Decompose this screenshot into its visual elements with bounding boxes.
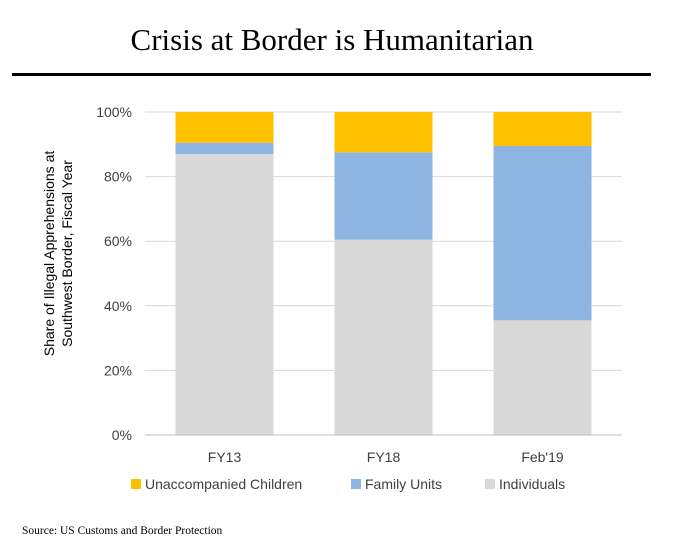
bar-segment-family-units bbox=[175, 142, 274, 154]
y-tick-label: 20% bbox=[104, 362, 132, 378]
legend-swatch bbox=[351, 479, 361, 489]
legend-swatch bbox=[485, 479, 495, 489]
y-axis-label: Share of Illegal Apprehensions at bbox=[41, 151, 57, 357]
x-tick-label: FY13 bbox=[208, 449, 242, 465]
bar-segment-individuals bbox=[334, 239, 433, 435]
bar-segment-unaccompanied-children bbox=[334, 112, 433, 153]
title-divider bbox=[12, 73, 651, 76]
legend-label: Unaccompanied Children bbox=[145, 476, 302, 492]
bar-segment-unaccompanied-children bbox=[175, 112, 274, 143]
y-tick-label: 0% bbox=[112, 427, 132, 443]
y-tick-label: 60% bbox=[104, 233, 132, 249]
legend-label: Individuals bbox=[499, 476, 565, 492]
bar-segment-family-units bbox=[334, 152, 433, 240]
bar-segment-individuals bbox=[493, 320, 592, 435]
legend-label: Family Units bbox=[365, 476, 442, 492]
legend-swatch bbox=[131, 479, 141, 489]
source-note: Source: US Customs and Border Protection bbox=[22, 525, 223, 537]
y-tick-label: 80% bbox=[104, 169, 132, 185]
bar-segment-family-units bbox=[493, 145, 592, 321]
y-tick-label: 40% bbox=[104, 298, 132, 314]
y-axis-label: Southwest Border, Fiscal Year bbox=[59, 160, 75, 347]
bar-segment-individuals bbox=[175, 153, 274, 436]
y-tick-label: 100% bbox=[96, 104, 132, 120]
bar-segment-unaccompanied-children bbox=[493, 112, 592, 146]
x-tick-label: FY18 bbox=[367, 449, 401, 465]
x-tick-label: Feb'19 bbox=[521, 449, 564, 465]
page-title: Crisis at Border is Humanitarian bbox=[130, 22, 534, 57]
